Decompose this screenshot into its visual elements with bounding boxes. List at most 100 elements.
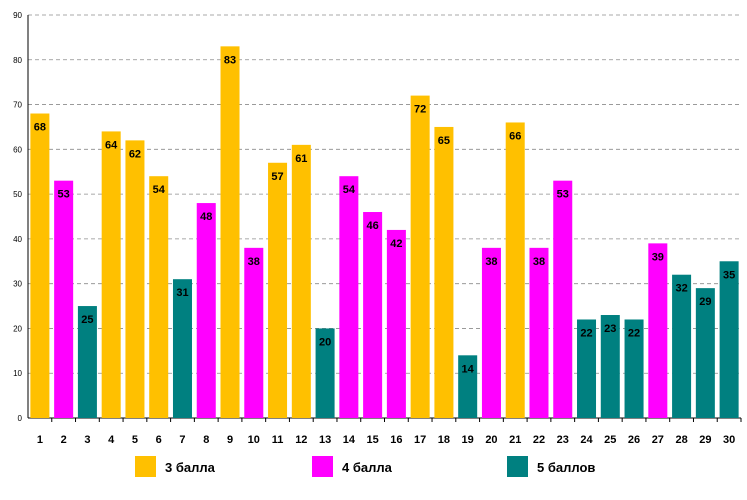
bar-26 bbox=[624, 319, 644, 418]
bar-19 bbox=[458, 355, 478, 418]
bar-2 bbox=[54, 180, 74, 418]
data-label: 62 bbox=[129, 148, 141, 160]
bar-24 bbox=[577, 319, 597, 418]
data-label: 35 bbox=[723, 269, 735, 281]
bar-5 bbox=[125, 140, 145, 418]
bar-20 bbox=[481, 247, 501, 418]
bar-1 bbox=[30, 113, 50, 418]
legend-swatch-g4 bbox=[312, 456, 333, 477]
bar-10 bbox=[244, 247, 264, 418]
y-tick-label: 80 bbox=[13, 56, 22, 65]
data-label: 53 bbox=[557, 189, 569, 201]
data-label: 39 bbox=[652, 251, 664, 263]
data-label: 32 bbox=[675, 283, 687, 295]
x-tick-label: 20 bbox=[485, 434, 497, 446]
data-label: 64 bbox=[105, 139, 118, 151]
bar-6 bbox=[149, 176, 169, 418]
data-label: 48 bbox=[200, 211, 212, 223]
x-tick-label: 5 bbox=[132, 434, 138, 446]
data-label: 61 bbox=[295, 153, 307, 165]
data-label: 54 bbox=[343, 184, 356, 196]
y-tick-label: 30 bbox=[13, 280, 22, 289]
bar-12 bbox=[291, 144, 311, 418]
x-tick-label: 3 bbox=[84, 434, 90, 446]
bar-4 bbox=[101, 131, 121, 418]
bar-16 bbox=[386, 229, 406, 418]
y-tick-label: 90 bbox=[13, 11, 22, 20]
data-label: 72 bbox=[414, 104, 426, 116]
y-tick-label: 20 bbox=[13, 324, 22, 333]
data-label: 66 bbox=[509, 130, 521, 142]
x-tick-label: 22 bbox=[533, 434, 545, 446]
x-tick-label: 11 bbox=[272, 434, 284, 446]
data-labels: 68 53 25 64 62 54 31 48 83 38 57 61 20 54 46 42 72 65 14 38… bbox=[34, 54, 735, 375]
data-label: 65 bbox=[438, 135, 450, 147]
data-label: 46 bbox=[366, 220, 378, 232]
data-label: 38 bbox=[533, 256, 545, 268]
data-label: 53 bbox=[58, 189, 70, 201]
bar-28 bbox=[672, 274, 692, 418]
x-tick-label: 13 bbox=[319, 434, 331, 446]
x-tick-label: 9 bbox=[227, 434, 233, 446]
x-tick-label: 26 bbox=[628, 434, 640, 446]
x-tick-label: 15 bbox=[366, 434, 378, 446]
y-tick-label: 60 bbox=[13, 145, 22, 154]
x-tick-label: 10 bbox=[248, 434, 260, 446]
data-label: 38 bbox=[248, 256, 260, 268]
bar-14 bbox=[339, 176, 359, 418]
x-tick-label: 18 bbox=[438, 434, 450, 446]
legend-label-g5: 5 баллов bbox=[537, 460, 595, 475]
bar-15 bbox=[363, 212, 383, 418]
data-label: 22 bbox=[580, 327, 592, 339]
x-tick-label: 8 bbox=[203, 434, 209, 446]
data-label: 23 bbox=[604, 323, 616, 335]
legend-label-g4: 4 балла bbox=[342, 460, 393, 475]
bar-17 bbox=[410, 95, 430, 418]
y-tick-label: 10 bbox=[13, 369, 22, 378]
y-tick-label: 70 bbox=[13, 101, 22, 110]
x-tick-label: 6 bbox=[156, 434, 162, 446]
data-label: 29 bbox=[699, 296, 711, 308]
bars bbox=[30, 46, 739, 418]
data-label: 54 bbox=[153, 184, 166, 196]
bar-21 bbox=[505, 122, 525, 418]
x-tick-label: 1 bbox=[37, 434, 43, 446]
x-tick-label: 24 bbox=[580, 434, 593, 446]
x-tick-label: 25 bbox=[604, 434, 616, 446]
bar-18 bbox=[434, 126, 454, 418]
x-tick-label: 17 bbox=[414, 434, 426, 446]
bar-7 bbox=[172, 279, 192, 418]
x-tick-label: 29 bbox=[699, 434, 711, 446]
data-label: 31 bbox=[176, 287, 188, 299]
data-label: 20 bbox=[319, 336, 331, 348]
bar-3 bbox=[77, 306, 97, 418]
data-label: 38 bbox=[485, 256, 497, 268]
x-tick-label: 28 bbox=[675, 434, 687, 446]
data-label: 22 bbox=[628, 327, 640, 339]
data-label: 57 bbox=[271, 171, 283, 183]
bar-30 bbox=[719, 261, 739, 418]
bar-25 bbox=[600, 315, 620, 418]
data-label: 42 bbox=[390, 238, 402, 250]
bar-8 bbox=[196, 203, 216, 418]
x-tick-label: 23 bbox=[557, 434, 569, 446]
x-axis: 1 2 3 4 5 6 7 8 9 10 11 12 13 14 15 16 17 18 19 20 21 22 23 24 2… bbox=[37, 418, 742, 446]
bar-22 bbox=[529, 247, 549, 418]
x-tick-label: 27 bbox=[652, 434, 664, 446]
x-tick-label: 14 bbox=[343, 434, 356, 446]
bar-9 bbox=[220, 46, 240, 418]
x-tick-label: 12 bbox=[295, 434, 307, 446]
y-tick-label: 50 bbox=[13, 190, 22, 199]
data-label: 68 bbox=[34, 122, 46, 134]
x-tick-label: 30 bbox=[723, 434, 735, 446]
x-tick-label: 19 bbox=[462, 434, 474, 446]
bar-11 bbox=[268, 162, 288, 418]
data-label: 25 bbox=[81, 314, 93, 326]
legend-swatch-g5 bbox=[507, 456, 528, 477]
bar-27 bbox=[648, 243, 668, 418]
bar-29 bbox=[695, 288, 715, 418]
data-label: 14 bbox=[462, 363, 475, 375]
x-tick-label: 7 bbox=[179, 434, 185, 446]
